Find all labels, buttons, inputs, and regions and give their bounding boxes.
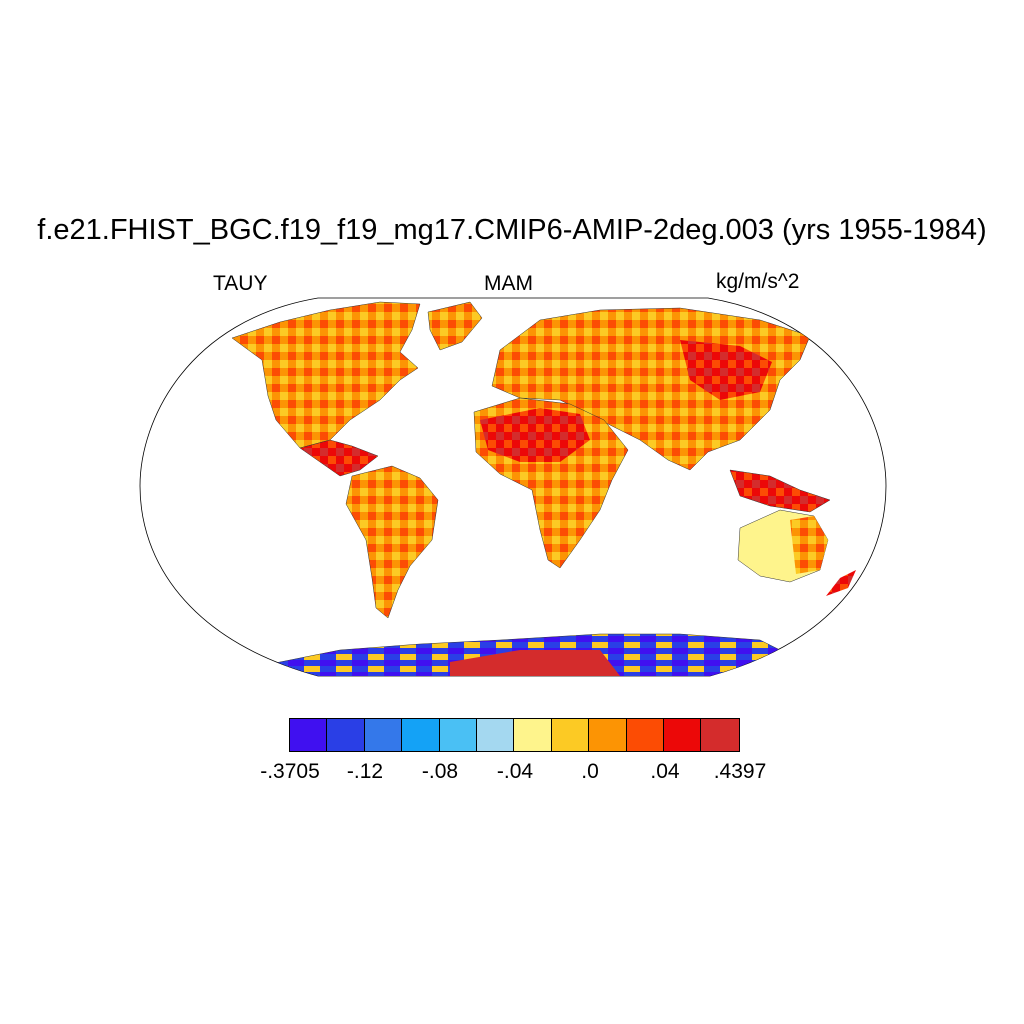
- colorbar-swatch: [327, 719, 365, 751]
- colorbar-swatch: [701, 719, 739, 751]
- north-america-region: [231, 301, 421, 449]
- colorbar: [289, 718, 740, 752]
- variable-label: TAUY: [213, 272, 268, 295]
- colorbar-swatch: [626, 719, 664, 751]
- central-asia-hot-region: [680, 340, 772, 400]
- australia-east-region: [790, 516, 828, 574]
- colorbar-swatch: [439, 719, 477, 751]
- colorbar-swatch: [364, 719, 403, 751]
- colorbar-tick-label: -.04: [496, 760, 534, 783]
- colorbar-tick-label: .04: [650, 760, 680, 783]
- south-america-region: [345, 465, 439, 619]
- colorbar-swatch: [551, 719, 590, 751]
- plot-title: f.e21.FHIST_BGC.f19_f19_mg17.CMIP6-AMIP-…: [37, 214, 987, 246]
- units-label: kg/m/s^2: [716, 270, 800, 293]
- colorbar-swatch: [476, 719, 515, 751]
- sahara-hot-region: [480, 408, 590, 462]
- colorbar-tick-label: .0: [581, 760, 599, 783]
- maritime-asia-region: [729, 469, 831, 513]
- colorbar-swatch: [663, 719, 702, 751]
- colorbar-swatch: [514, 719, 552, 751]
- central-america-region: [299, 439, 379, 477]
- colorbar-tick-label: -.08: [421, 760, 459, 783]
- colorbar-tick-label: .4397: [713, 760, 767, 783]
- new-zealand-region: [826, 570, 856, 596]
- antarctica-hot-region: [450, 650, 620, 676]
- colorbar-swatch: [402, 719, 440, 751]
- colorbar-swatch: [290, 719, 328, 751]
- greenland-region: [427, 301, 483, 351]
- colorbar-tick-label: -.12: [346, 760, 384, 783]
- colorbar-tick-label: -.3705: [260, 760, 320, 783]
- colorbar-swatch: [589, 719, 627, 751]
- season-label: MAM: [484, 272, 533, 295]
